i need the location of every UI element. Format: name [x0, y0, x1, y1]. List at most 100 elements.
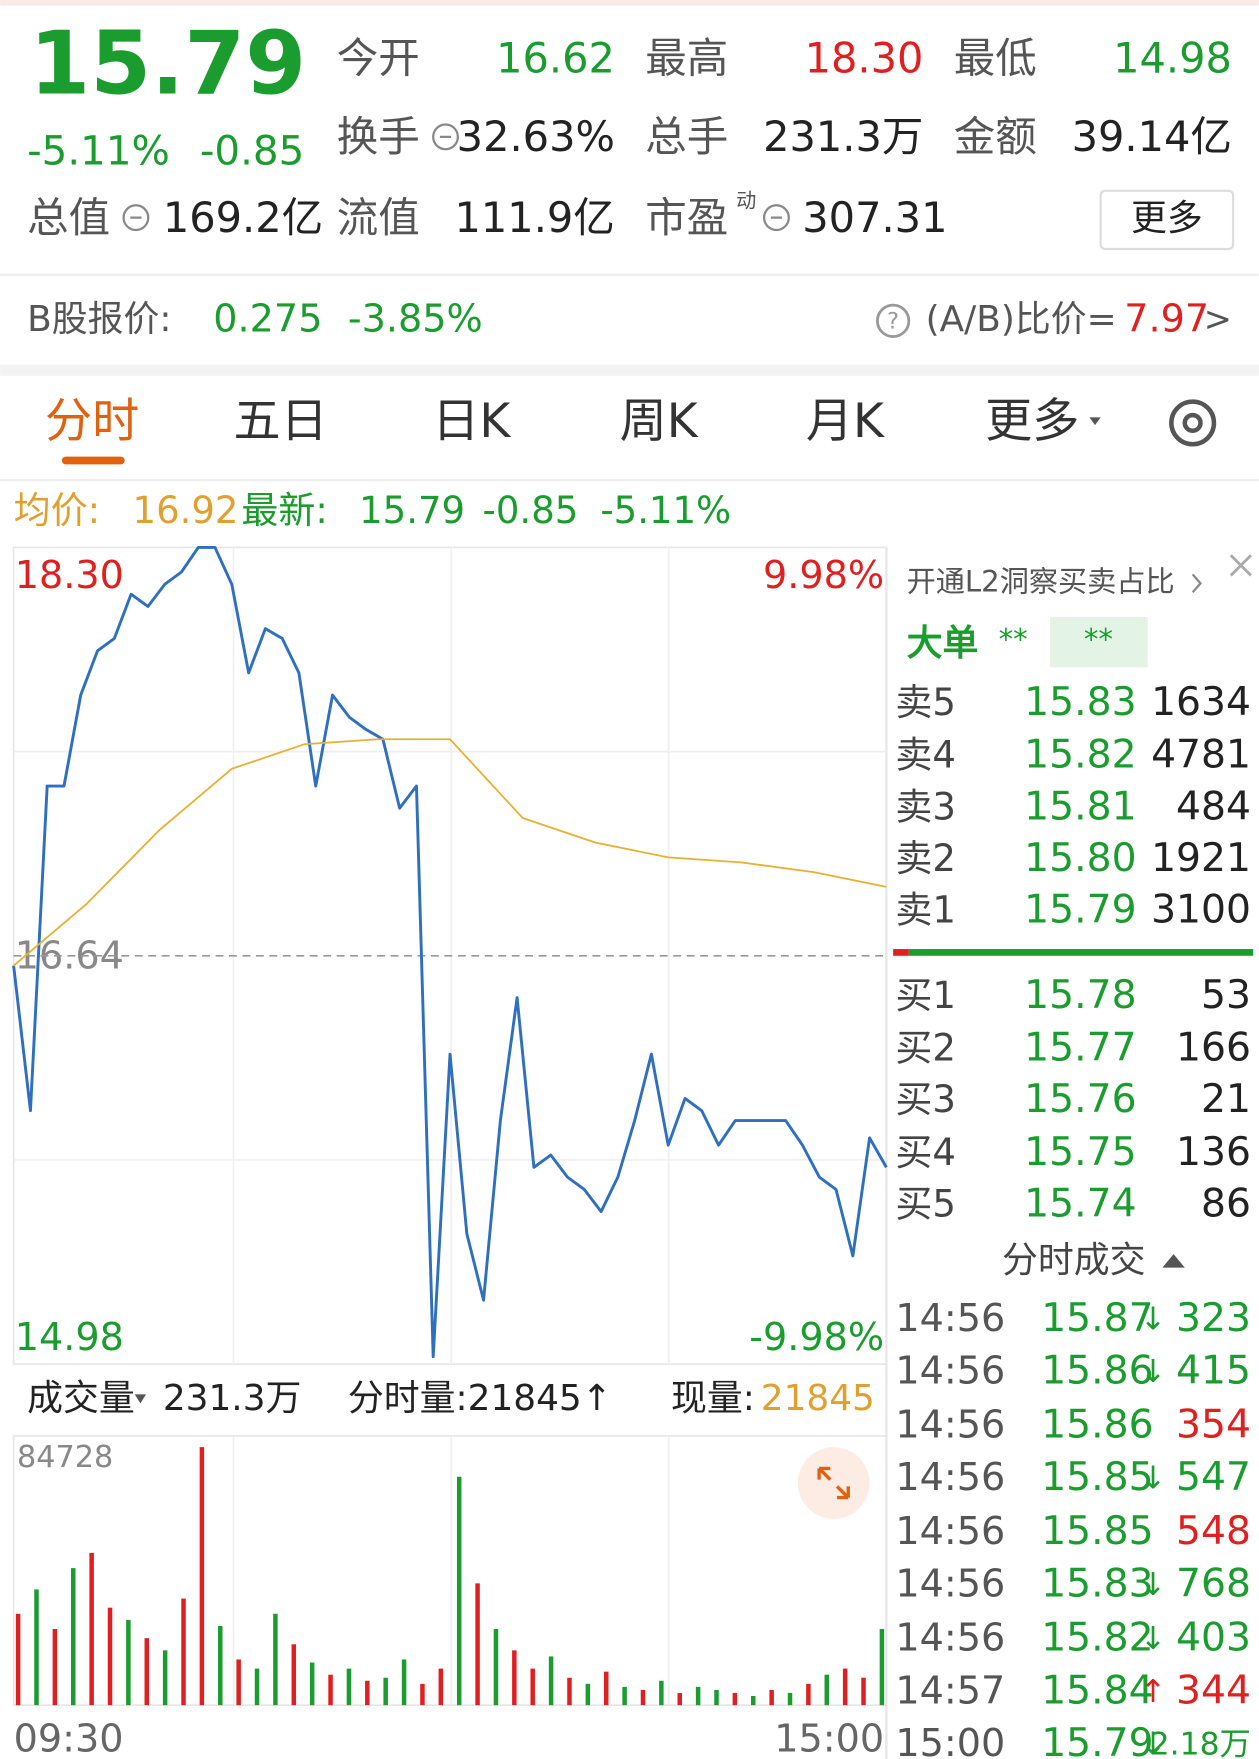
volume-frame — [12, 1435, 888, 1706]
book-label: 买4 — [895, 1131, 956, 1174]
trade-direction: ↓ — [1140, 1354, 1166, 1390]
volume-bar — [493, 1629, 499, 1706]
top-strip — [0, 0, 1259, 6]
volume-bar — [291, 1644, 297, 1706]
volume-bar — [677, 1692, 682, 1706]
y-tick-label: 18.30 — [15, 553, 124, 597]
dropdown-icon — [134, 1394, 146, 1404]
book-price: 15.81 — [1024, 784, 1136, 829]
trade-price: 15.82 — [1041, 1616, 1153, 1661]
volume-bar — [438, 1668, 444, 1706]
trade-volume: 415 — [1176, 1349, 1251, 1394]
volume-bar — [144, 1638, 150, 1706]
volume-bar — [236, 1659, 241, 1706]
volume-bar — [254, 1668, 260, 1706]
stat-value: 111.9亿 — [454, 193, 614, 242]
stat-label: 最低 — [954, 34, 1037, 83]
expand-icon[interactable] — [797, 1447, 870, 1519]
minute-volume: 分时量:21845↑ — [348, 1378, 612, 1419]
volume-bar — [34, 1589, 39, 1706]
book-label: 卖4 — [895, 734, 956, 777]
tab[interactable]: 日K — [432, 394, 511, 449]
trade-volume: 323 — [1176, 1296, 1251, 1341]
trade-price: 15.79 — [1041, 1721, 1153, 1759]
trade-direction: ↓ — [1140, 1727, 1166, 1759]
volume-bar — [89, 1552, 94, 1706]
volume-bar — [162, 1650, 168, 1706]
stat-value: 18.30 — [805, 34, 924, 83]
volume-bar — [806, 1683, 811, 1706]
big-order-box — [1050, 616, 1148, 668]
trade-direction: ↑ — [1140, 1674, 1166, 1710]
book-volume: 136 — [1176, 1130, 1251, 1175]
trade-time: 15:00 — [895, 1721, 1005, 1759]
trade-time: 14:56 — [895, 1349, 1005, 1393]
settings-icon[interactable] — [1169, 399, 1217, 447]
stat-label: 最高 — [645, 34, 728, 83]
volume-bar — [218, 1625, 223, 1706]
trade-time: 14:56 — [895, 1296, 1005, 1340]
y2-tick-label: -9.98% — [749, 1315, 884, 1359]
stat-value: 169.2亿 — [163, 193, 323, 242]
stat-label: 流值 — [337, 193, 420, 242]
info-icon — [762, 204, 790, 232]
avg-label: 均价: — [14, 489, 100, 532]
trade-price: 15.83 — [1041, 1562, 1153, 1607]
trade-price: 15.86 — [1041, 1402, 1153, 1447]
book-price: 15.76 — [1024, 1077, 1136, 1122]
volume-bar — [567, 1677, 572, 1706]
volume-bar — [346, 1668, 352, 1706]
trade-price: 15.87 — [1041, 1296, 1153, 1341]
book-price: 15.83 — [1024, 680, 1136, 725]
tab[interactable]: 月K — [806, 394, 885, 449]
ab-arrow: > — [1204, 299, 1232, 338]
stat-superscript: 动 — [736, 188, 756, 212]
volume-bar — [309, 1662, 315, 1706]
price: 15.79 — [29, 12, 306, 114]
close-icon[interactable] — [1229, 554, 1252, 577]
y-tick-label: 14.98 — [15, 1315, 124, 1359]
tab[interactable]: 周K — [620, 394, 699, 449]
book-volume: 1921 — [1151, 836, 1251, 881]
volume-bar — [15, 1613, 21, 1706]
tab[interactable]: 更多 — [985, 394, 1079, 449]
tab-underline — [61, 456, 125, 465]
book-volume: 3100 — [1151, 888, 1251, 933]
volume-bar — [71, 1568, 76, 1706]
stat-value: 231.3万 — [763, 112, 923, 161]
volume-bar — [824, 1674, 830, 1706]
more-button[interactable] — [1099, 189, 1235, 251]
book-price: 15.74 — [1024, 1181, 1136, 1226]
volume-bar — [622, 1686, 627, 1706]
volume-bar — [879, 1629, 885, 1706]
tab[interactable]: 五日 — [234, 394, 328, 449]
book-volume: 484 — [1176, 784, 1251, 829]
help-icon[interactable]: ? — [876, 303, 911, 338]
tab[interactable]: 分时 — [45, 394, 139, 449]
trade-time: 14:56 — [895, 1616, 1005, 1660]
band — [0, 364, 1259, 376]
x-tick-label: 09:30 — [14, 1717, 124, 1759]
volume-bar — [603, 1671, 609, 1706]
volume-bar — [640, 1689, 646, 1706]
stat-value: 16.62 — [496, 34, 615, 83]
book-label: 卖5 — [895, 681, 956, 724]
big-buy: ** — [999, 623, 1028, 657]
volume-bar — [52, 1629, 58, 1706]
svg-text:?: ? — [887, 308, 899, 334]
volume-bar — [401, 1659, 407, 1706]
volume-bar — [787, 1692, 793, 1706]
b-share-label: B股报价: — [27, 299, 171, 340]
volume-bar — [126, 1619, 131, 1706]
volume-bar — [365, 1680, 370, 1706]
book-volume: 166 — [1176, 1026, 1251, 1071]
b-share-price: 0.275 — [213, 296, 322, 340]
chart-grid — [13, 547, 887, 1706]
volume-bar — [199, 1447, 205, 1706]
volume-bar — [732, 1692, 738, 1706]
trade-volume: 344 — [1176, 1668, 1251, 1713]
stat-label: 总手 — [645, 112, 728, 161]
trade-volume: 403 — [1176, 1616, 1251, 1661]
ratio-bar-sell — [893, 949, 909, 956]
